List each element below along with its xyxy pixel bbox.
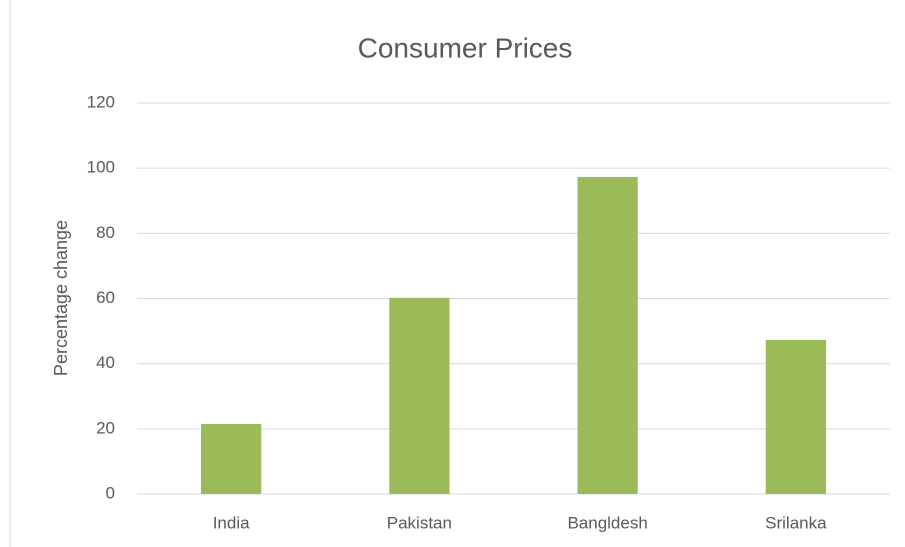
bar	[765, 339, 826, 494]
bar	[389, 297, 450, 494]
x-tick-label: Srilanka	[765, 513, 827, 532]
y-tick-label: 120	[87, 92, 115, 111]
y-tick-label: 40	[96, 353, 115, 372]
bar	[577, 176, 638, 494]
x-tick-label: Bangldesh	[567, 513, 647, 532]
y-tick-label: 60	[96, 288, 115, 307]
y-axis-title: Percentage change	[51, 220, 71, 376]
y-tick-label: 20	[96, 418, 115, 437]
y-tick-label: 80	[96, 223, 115, 242]
x-tick-label: Pakistan	[387, 513, 452, 532]
chart-title: Consumer Prices	[358, 32, 573, 63]
x-tick-label: India	[213, 513, 250, 532]
bar	[201, 423, 262, 494]
y-tick-label: 0	[106, 483, 115, 502]
y-tick-label: 100	[87, 158, 115, 177]
